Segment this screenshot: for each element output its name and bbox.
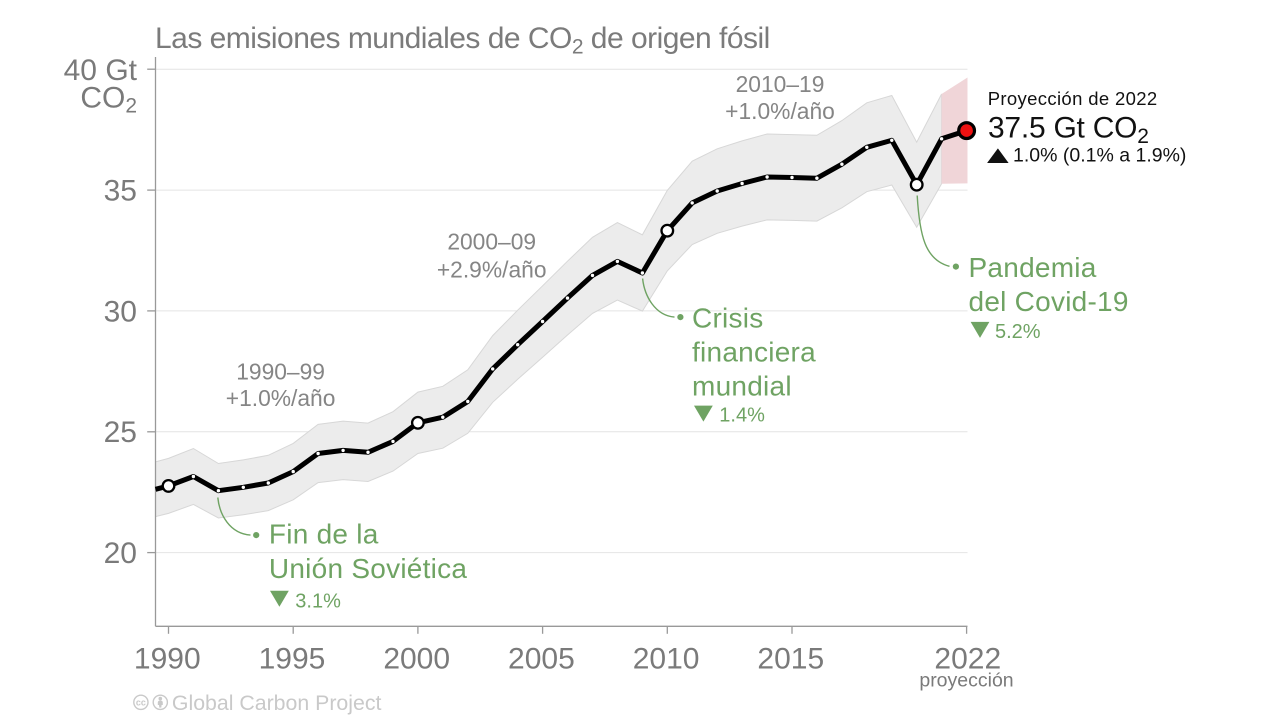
svg-text:1.4%: 1.4% [719, 405, 765, 427]
svg-text:1.0% (0.1% a 1.9%): 1.0% (0.1% a 1.9%) [1013, 145, 1186, 167]
svg-text:mundial: mundial [692, 371, 792, 402]
svg-text:2010–19: 2010–19 [736, 71, 825, 97]
svg-text:35: 35 [104, 175, 137, 208]
svg-text:Fin de la: Fin de la [269, 519, 379, 550]
svg-text:Proyección de 2022: Proyección de 2022 [988, 88, 1158, 109]
svg-text:+2.9%/año: +2.9%/año [437, 256, 547, 282]
svg-text:30: 30 [104, 295, 137, 328]
svg-text:Las emisiones mundiales de CO2: Las emisiones mundiales de CO2 de origen… [155, 22, 770, 58]
svg-text:3.1%: 3.1% [295, 590, 341, 612]
svg-text:2010: 2010 [633, 643, 700, 676]
svg-text:1990: 1990 [134, 643, 201, 676]
svg-text:2005: 2005 [508, 643, 575, 676]
svg-text:1990–99: 1990–99 [236, 359, 325, 385]
svg-text:40 Gt: 40 Gt [64, 54, 138, 87]
svg-text:cc: cc [136, 698, 146, 708]
svg-text:2000–09: 2000–09 [447, 228, 536, 254]
svg-text:2000: 2000 [383, 643, 450, 676]
svg-text:5.2%: 5.2% [995, 321, 1041, 343]
svg-text:37.5 Gt CO2: 37.5 Gt CO2 [988, 112, 1149, 149]
svg-text:+1.0%/año: +1.0%/año [226, 385, 336, 411]
svg-text:2022: 2022 [934, 643, 1001, 676]
svg-text:proyección: proyección [919, 670, 1013, 692]
svg-text:Crisis: Crisis [692, 303, 764, 334]
svg-text:financiera: financiera [692, 337, 816, 368]
svg-text:+1.0%/año: +1.0%/año [725, 98, 835, 124]
svg-text:25: 25 [104, 416, 137, 449]
svg-text:del Covid-19: del Covid-19 [969, 286, 1129, 317]
svg-text:1995: 1995 [259, 643, 326, 676]
svg-text:Unión Soviética: Unión Soviética [269, 553, 467, 584]
svg-text:Global Carbon Project: Global Carbon Project [172, 691, 382, 715]
svg-text:Pandemia: Pandemia [969, 252, 1097, 283]
svg-text:20: 20 [104, 537, 137, 570]
svg-text:2015: 2015 [757, 643, 824, 676]
